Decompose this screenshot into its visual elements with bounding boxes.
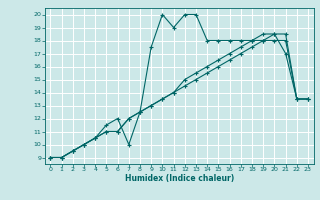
X-axis label: Humidex (Indice chaleur): Humidex (Indice chaleur)	[124, 174, 234, 183]
